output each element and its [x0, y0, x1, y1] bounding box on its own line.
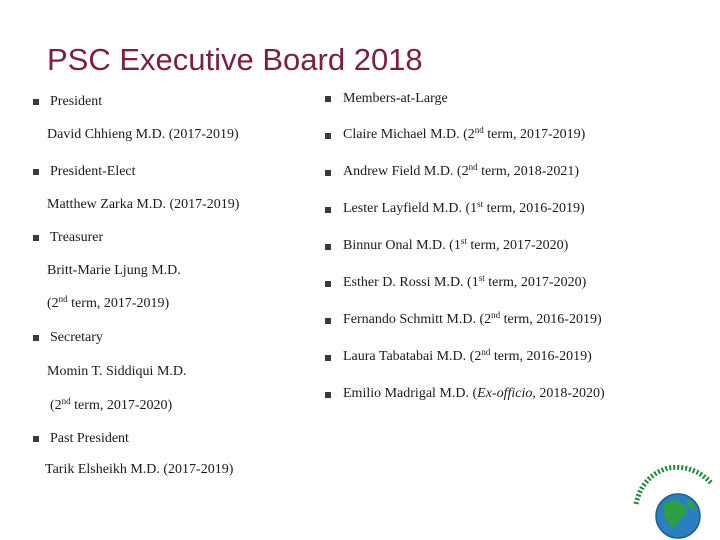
treasurer-label: Treasurer [50, 230, 104, 245]
member-term: term, 2016-2019) [500, 312, 602, 327]
secretary-term-ordinal: nd [61, 396, 71, 406]
term-ordinal: nd [468, 162, 478, 172]
president-name: David Chhieng M.D. (2017-2019) [47, 127, 239, 142]
treasurer-term: (2nd term, 2017-2019) [47, 294, 170, 312]
secretary-term-start: (2 [50, 398, 62, 413]
member-name: Esther D. Rossi M.D. (1 [343, 275, 479, 290]
member-name: Binnur Onal M.D. (1 [343, 238, 461, 253]
member-item: Andrew Field M.D. (2nd term, 2018-2021) [343, 162, 580, 180]
past-president-label: Past President [50, 431, 129, 446]
member-term: term, 2017-2020) [484, 275, 587, 290]
term-ordinal: nd [491, 310, 501, 320]
term-ordinal: st [478, 273, 485, 283]
ex-officio-name: Emilio Madrigal M.D. ( [343, 386, 478, 401]
bullet-icon [325, 318, 331, 324]
past-president-name: Tarik Elsheikh M.D. (2017-2019) [45, 462, 234, 477]
treasurer-name: Britt-Marie Ljung M.D. [47, 263, 181, 278]
term-ordinal: st [477, 199, 484, 209]
treasurer-term-ordinal: nd [58, 294, 68, 304]
term-ordinal: st [460, 236, 467, 246]
member-name: Laura Tabatabai M.D. (2 [343, 349, 482, 364]
bullet-icon [33, 335, 39, 341]
member-name: Andrew Field M.D. (2 [343, 164, 469, 179]
secretary-label: Secretary [50, 330, 103, 345]
ex-officio-role: Ex-officio, [477, 386, 536, 401]
treasurer-term-end: term, 2017-2019) [67, 296, 170, 311]
member-item: Laura Tabatabai M.D. (2nd term, 2016-201… [343, 347, 592, 365]
member-item: Binnur Onal M.D. (1st term, 2017-2020) [343, 236, 569, 254]
bullet-icon [325, 392, 331, 398]
bullet-icon [33, 436, 39, 442]
member-name: Claire Michael M.D. (2 [343, 127, 475, 142]
secretary-term: (2nd term, 2017-2020) [50, 396, 173, 414]
member-term: term, 2017-2019) [483, 127, 586, 142]
bullet-icon [33, 235, 39, 241]
member-term: term, 2017-2020) [466, 238, 569, 253]
member-item: Esther D. Rossi M.D. (1st term, 2017-202… [343, 273, 587, 291]
bullet-icon [33, 99, 39, 105]
secretary-name: Momin T. Siddiqui M.D. [47, 364, 187, 379]
bullet-icon [325, 96, 331, 102]
secretary-term-end: term, 2017-2020) [70, 398, 173, 413]
bullet-icon [33, 169, 39, 175]
term-ordinal: nd [474, 125, 484, 135]
slide-title: PSC Executive Board 2018 [47, 42, 423, 77]
member-term: term, 2016-2019) [490, 349, 592, 364]
member-name: Fernando Schmitt M.D. (2 [343, 312, 492, 327]
bullet-icon [325, 133, 331, 139]
ex-officio-term: 2018-2020) [535, 386, 605, 401]
member-term: term, 2016-2019) [483, 201, 585, 216]
member-term: term, 2018-2021) [477, 164, 580, 179]
globe-logo-icon [633, 464, 714, 539]
member-item: Claire Michael M.D. (2nd term, 2017-2019… [343, 125, 586, 143]
member-item: Fernando Schmitt M.D. (2nd term, 2016-20… [343, 310, 602, 328]
bullet-icon [325, 281, 331, 287]
bullet-icon [325, 244, 331, 250]
member-item: Lester Layfield M.D. (1st term, 2016-201… [343, 199, 585, 217]
bullet-icon [325, 170, 331, 176]
treasurer-term-start: (2 [47, 296, 59, 311]
term-ordinal: nd [481, 347, 491, 357]
bullet-icon [325, 207, 331, 213]
ex-officio-item: Emilio Madrigal M.D. (Ex-officio, 2018-2… [343, 386, 605, 402]
president-elect-label: President-Elect [50, 164, 136, 179]
member-name: Lester Layfield M.D. (1 [343, 201, 478, 216]
president-elect-name: Matthew Zarka M.D. (2017-2019) [47, 197, 240, 212]
members-at-large-header: Members-at-Large [343, 91, 448, 106]
president-label: President [50, 94, 103, 109]
bullet-icon [325, 355, 331, 361]
